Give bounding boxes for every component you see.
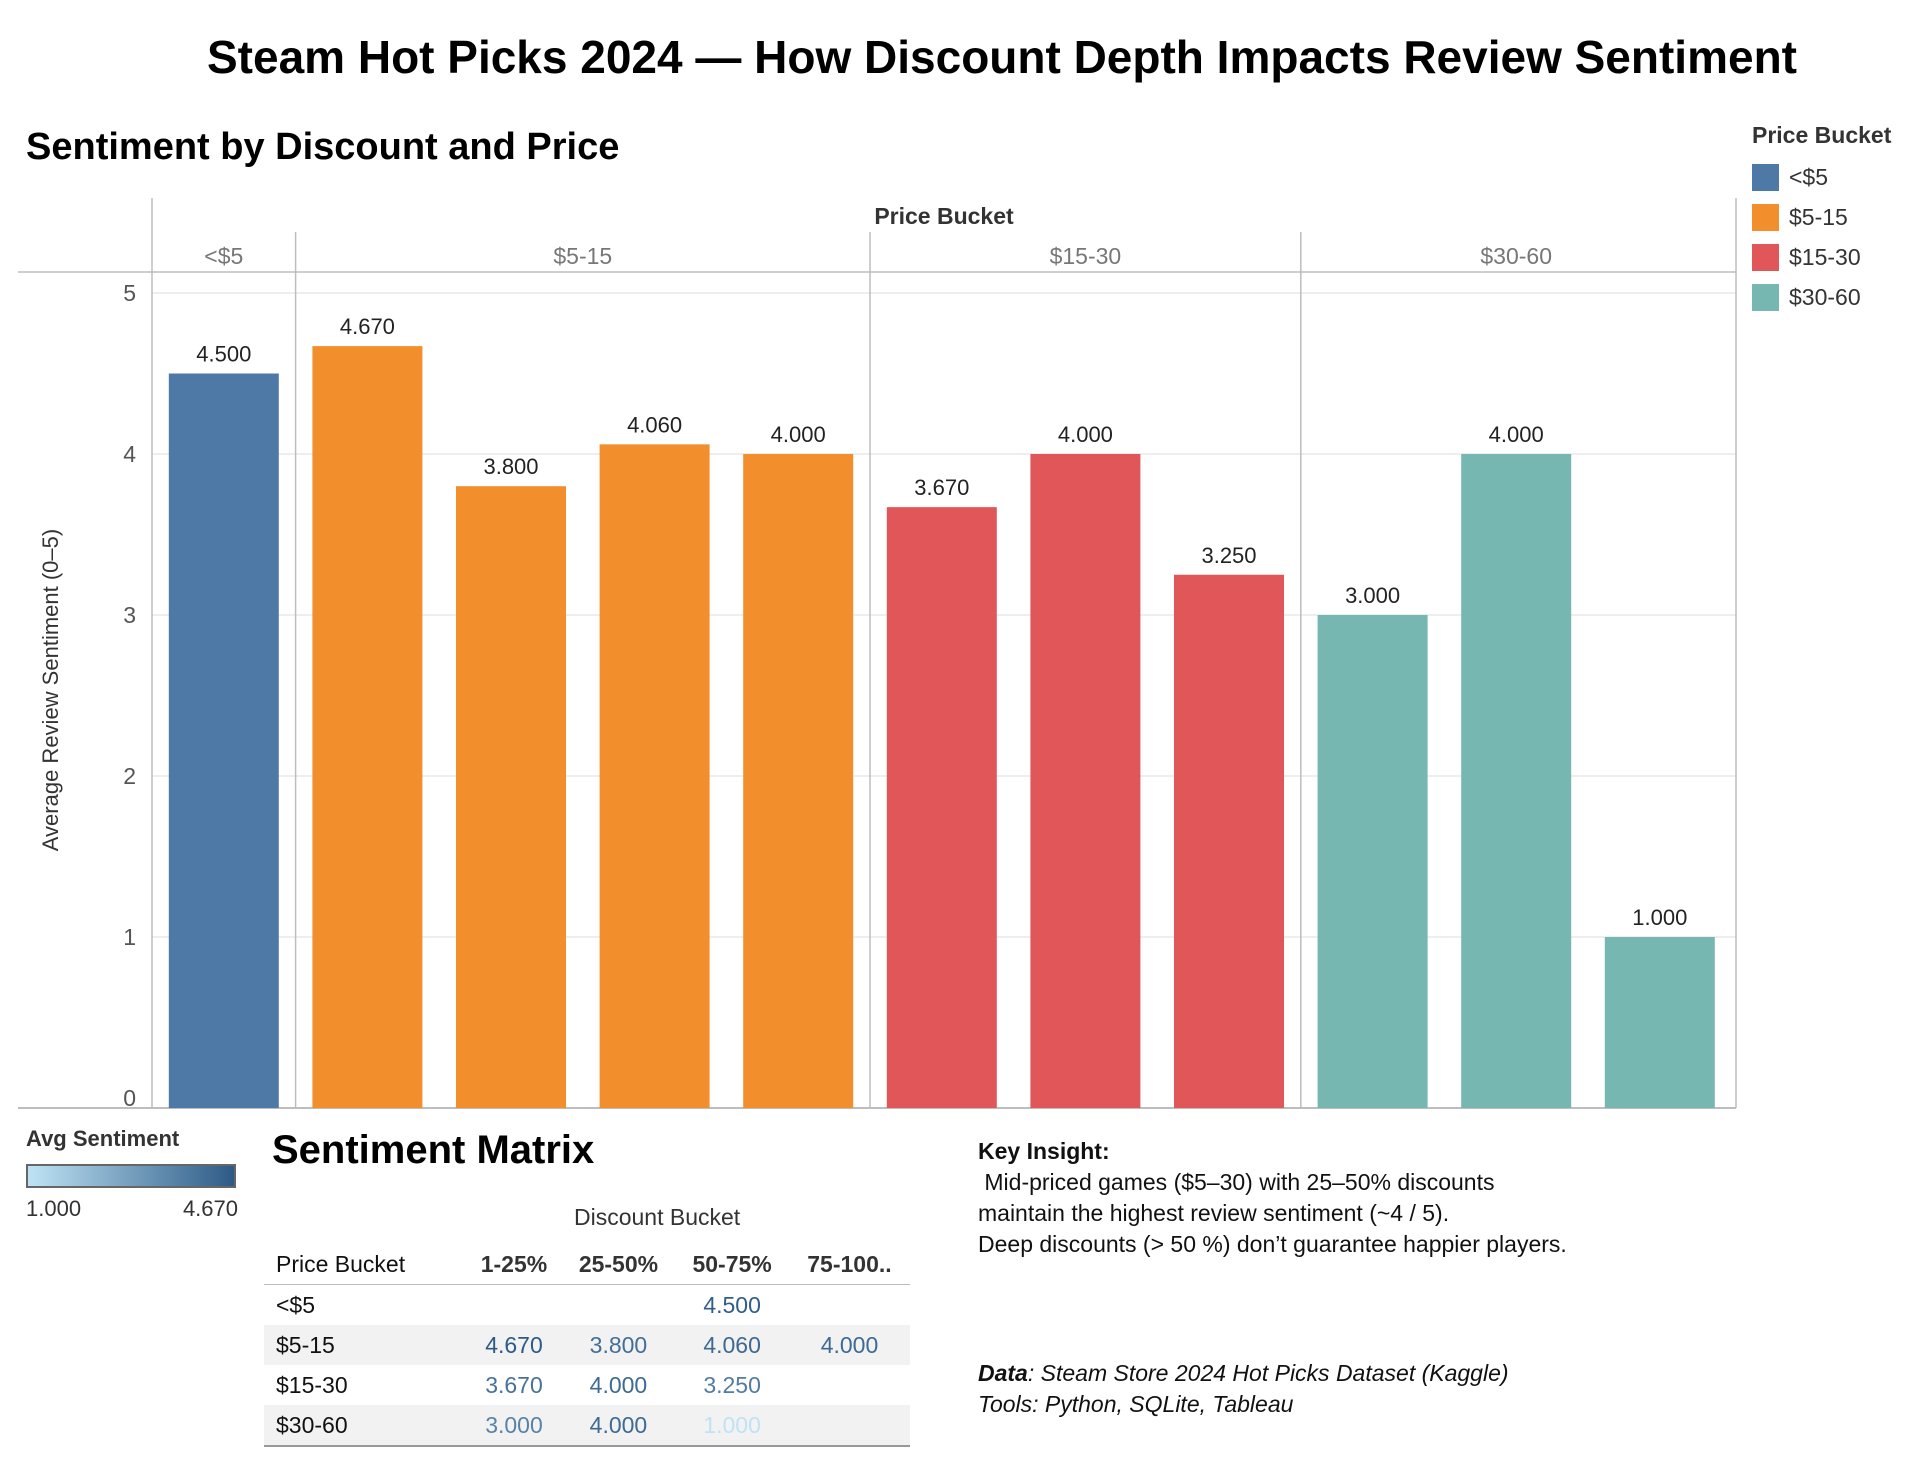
legend-item: $15-30 [1752, 237, 1924, 277]
matrix-row: $15-30 3.670 4.000 3.250 [264, 1365, 910, 1405]
matrix-column-header: 1-25% [466, 1244, 562, 1285]
y-axis-label: Average Review Sentiment (0–5) [38, 529, 63, 851]
bar [1317, 615, 1428, 1108]
matrix-cell: 3.250 [703, 1371, 761, 1398]
legend-label: $5-15 [1789, 203, 1848, 230]
group-header-label: <$5 [204, 243, 243, 269]
matrix-cell: 4.670 [466, 1325, 562, 1365]
bar [1461, 454, 1572, 1108]
legend-swatch [1752, 283, 1779, 311]
bar [1604, 937, 1715, 1108]
bar-value-label: 3.250 [1201, 543, 1256, 568]
color-legend-min: 1.000 [26, 1196, 82, 1221]
legend-label: $15-30 [1789, 243, 1861, 270]
tools-text: Tools: Python, SQLite, Tableau [978, 1391, 1294, 1417]
matrix-row-header: Price Bucket [264, 1244, 467, 1285]
group-header-label: $30-60 [1480, 243, 1552, 269]
bar [312, 346, 423, 1108]
matrix-row: <$5 4.500 [264, 1285, 910, 1326]
matrix-cell [788, 1405, 910, 1447]
bar-value-label: 3.670 [914, 475, 969, 500]
legend-item: <$5 [1752, 157, 1924, 197]
y-tick-label: 4 [123, 441, 136, 467]
matrix-cell [789, 1365, 910, 1405]
bar [168, 373, 279, 1108]
y-tick-label: 2 [123, 763, 136, 789]
legend-swatch [1752, 203, 1779, 231]
matrix-cell [466, 1285, 561, 1326]
bar [599, 444, 710, 1109]
bar-value-label: 3.800 [483, 454, 538, 479]
matrix-row-label: <$5 [276, 1291, 316, 1318]
group-header-label: $15-30 [1050, 243, 1122, 269]
chart-title: Sentiment by Discount and Price [26, 126, 620, 168]
column-header-title: Price Bucket [874, 203, 1014, 229]
legend-swatch [1752, 163, 1779, 191]
price-bucket-legend: Price Bucket <$5 $5-15 $15-30 $30-60 [1752, 122, 1924, 317]
matrix-cell: 4.000 [589, 1371, 648, 1398]
bar [886, 507, 997, 1108]
bar [1030, 454, 1141, 1108]
insight-title: Key Insight: [978, 1138, 1110, 1164]
matrix-cell: 4.000 [561, 1405, 676, 1447]
key-insight: Key Insight: Mid-priced games ($5–30) wi… [978, 1136, 1678, 1260]
bar-value-label: 4.000 [1489, 422, 1544, 447]
page-title: Steam Hot Picks 2024 — How Discount Dept… [207, 31, 1797, 83]
matrix-column-header: 25-50% [561, 1244, 676, 1285]
bar-value-label: 4.060 [627, 412, 682, 437]
source-lead: Data [978, 1360, 1028, 1386]
y-tick-label: 3 [123, 602, 136, 628]
matrix-cell: 4.500 [703, 1291, 761, 1318]
bar-chart: 0 1 2 3 4 5 Average Review Sentiment (0–5) Pric… [18, 198, 1737, 1111]
matrix-cell: 4.000 [788, 1325, 910, 1365]
source-note: Data: Steam Store 2024 Hot Picks Dataset… [978, 1358, 1678, 1420]
bar-value-label: 4.500 [196, 342, 251, 367]
matrix-row-label: $30-60 [264, 1405, 467, 1447]
legend-item: $30-60 [1752, 277, 1924, 317]
y-tick-label: 1 [123, 924, 136, 950]
matrix-column-group: Discount Bucket [574, 1204, 741, 1230]
bar-value-label: 1.000 [1632, 905, 1687, 930]
matrix-title: Sentiment Matrix [272, 1128, 595, 1172]
color-legend-max: 4.670 [182, 1196, 238, 1221]
matrix-table: Price Bucket 1-25% 25-50% 50-75% 75-100.. <… [264, 1244, 910, 1447]
bar-value-label: 4.670 [340, 314, 395, 339]
source-text: : Steam Store 2024 Hot Picks Dataset (Ka… [1027, 1360, 1509, 1386]
bar [456, 486, 566, 1108]
legend-item: $5-15 [1752, 197, 1924, 237]
matrix-row-label: $5-15 [264, 1325, 467, 1365]
matrix-column-header: 75-100.. [788, 1244, 910, 1285]
bar [743, 454, 854, 1108]
bar-value-label: 3.000 [1345, 583, 1400, 608]
avg-sentiment-color-legend: Avg Sentiment 1.000 4.670 [26, 1126, 246, 1222]
bar-value-label: 4.000 [771, 422, 826, 447]
matrix-row: $30-60 3.000 4.000 1.000 [264, 1405, 910, 1447]
bar [1174, 574, 1284, 1108]
legend-label: $30-60 [1789, 283, 1861, 310]
matrix-row: $5-15 4.670 3.800 4.060 4.000 [264, 1325, 910, 1365]
matrix-cell: 3.670 [485, 1371, 543, 1398]
legend-label: <$5 [1789, 163, 1829, 190]
matrix-cell: 3.800 [561, 1325, 676, 1365]
insight-line: Mid-priced games ($5–30) with 25–50% dis… [978, 1169, 1495, 1195]
matrix-column-header: 50-75% [675, 1244, 789, 1285]
y-tick-label: 5 [123, 280, 136, 306]
matrix-cell [789, 1285, 910, 1326]
matrix-cell: 3.000 [466, 1405, 562, 1447]
matrix-cell: 4.060 [675, 1325, 789, 1365]
insight-line: Deep discounts (> 50 %) don’t guarantee … [978, 1231, 1567, 1257]
matrix-cell: 1.000 [675, 1405, 789, 1447]
group-header-label: $5-15 [553, 243, 612, 269]
legend-swatch [1752, 243, 1779, 271]
matrix-cell [562, 1285, 676, 1326]
color-legend-title: Avg Sentiment [26, 1126, 180, 1151]
legend-title: Price Bucket [1752, 122, 1892, 148]
insight-line: maintain the highest review sentiment (~… [978, 1200, 1450, 1226]
color-ramp [26, 1164, 236, 1188]
y-tick-label: 0 [123, 1085, 136, 1111]
matrix-row-label: $15-30 [276, 1371, 348, 1398]
bar-value-label: 4.000 [1058, 422, 1113, 447]
